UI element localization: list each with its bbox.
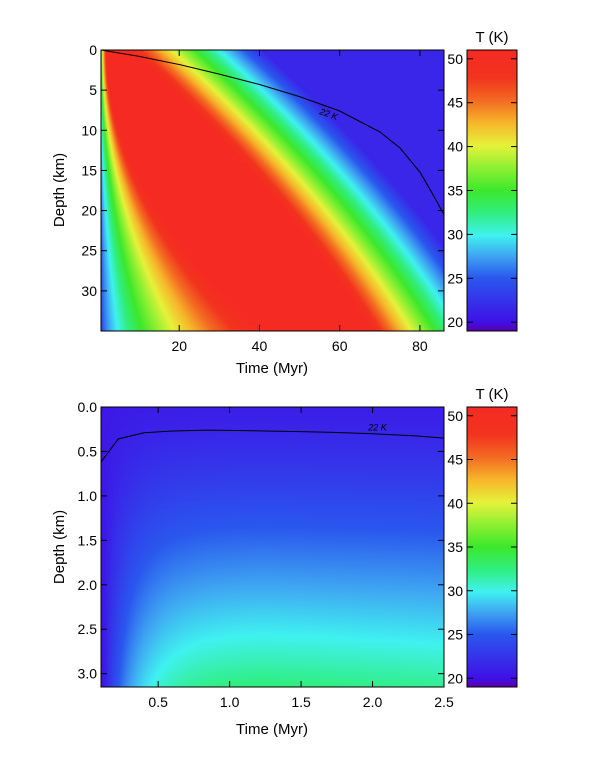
bottom-colorbar-tick-label: 30 — [447, 583, 463, 599]
top-colorbar-gradient — [466, 49, 518, 332]
bottom-colorbar-tick-label: 25 — [447, 627, 463, 643]
bottom-y-tick-label: 0.0 — [78, 399, 98, 415]
bottom-x-tick-label: 2.0 — [363, 694, 383, 710]
bottom-y-tick-label: 2.5 — [78, 621, 98, 637]
top-colorbar-tick-label: 20 — [447, 314, 463, 330]
top-y-tick-label: 25 — [81, 243, 97, 259]
top-heatmap: 20 40 60 80 0 5 10 15 20 25 30 Time (Myr) Depth (… — [51, 42, 445, 377]
bottom-colorbar-gradient — [466, 406, 518, 688]
bottom-colorbar-tick-label: 45 — [447, 452, 463, 468]
bottom-colorbar-tick-label: 50 — [447, 408, 463, 424]
top-colorbar-tick-label: 25 — [447, 270, 463, 286]
bottom-x-tick-label: 0.5 — [148, 694, 168, 710]
bottom-x-axis-label: Time (Myr) — [236, 721, 308, 738]
top-y-tick-label: 20 — [81, 203, 97, 219]
top-y-tick-label: 15 — [81, 162, 97, 178]
top-colorbar-label: T (K) — [475, 29, 508, 46]
top-x-tick-label: 60 — [332, 338, 348, 354]
bottom-y-tick-label: 1.5 — [78, 532, 98, 548]
top-y-tick-label: 5 — [89, 82, 97, 98]
bottom-contour-label: 22 K — [367, 423, 388, 433]
top-y-tick-label: 30 — [81, 283, 97, 299]
bottom-heatmap: 0.5 1.0 1.5 2.0 2.5 0.0 0.5 1.0 1.5 2.0 2.5 3.0 Ti… — [51, 399, 454, 738]
bottom-colorbar: T (K) 20 25 30 35 40 45 50 — [447, 386, 518, 688]
top-x-tick-label: 40 — [252, 338, 268, 354]
top-colorbar-tick-label: 30 — [447, 226, 463, 242]
top-y-tick-label: 10 — [81, 122, 97, 138]
top-contour-label: 22 K — [317, 106, 340, 122]
top-colorbar-tick-label: 50 — [447, 51, 463, 67]
bottom-x-tick-label: 2.5 — [434, 694, 454, 710]
top-colorbar-tick-label: 35 — [447, 183, 463, 199]
top-contour-line — [101, 50, 444, 215]
bottom-contour-line — [101, 429, 444, 463]
top-x-axis-label: Time (Myr) — [236, 360, 308, 377]
bottom-x-tick-label: 1.0 — [220, 694, 240, 710]
bottom-colorbar-tick-label: 35 — [447, 539, 463, 555]
bottom-plot-frame — [100, 406, 445, 688]
bottom-x-tick-label: 1.5 — [291, 694, 311, 710]
top-colorbar: T (K) 20 25 30 35 40 45 50 — [447, 29, 518, 332]
bottom-y-tick-label: 1.0 — [78, 488, 98, 504]
top-x-tick-label: 20 — [171, 338, 187, 354]
top-y-tick-label: 0 — [89, 42, 97, 58]
bottom-y-tick-label: 2.0 — [78, 577, 98, 593]
bottom-y-axis-label: Depth (km) — [51, 510, 68, 584]
top-colorbar-tick-label: 45 — [447, 95, 463, 111]
bottom-colorbar-tick-label: 40 — [447, 495, 463, 511]
bottom-y-tick-label: 0.5 — [78, 443, 98, 459]
bottom-colorbar-label: T (K) — [475, 386, 508, 403]
top-x-tick-label: 80 — [412, 338, 428, 354]
top-y-axis-label: Depth (km) — [51, 153, 68, 227]
top-plot-frame — [100, 49, 445, 332]
bottom-y-tick-label: 3.0 — [78, 666, 98, 682]
top-colorbar-tick-label: 40 — [447, 139, 463, 155]
bottom-colorbar-tick-label: 20 — [447, 670, 463, 686]
